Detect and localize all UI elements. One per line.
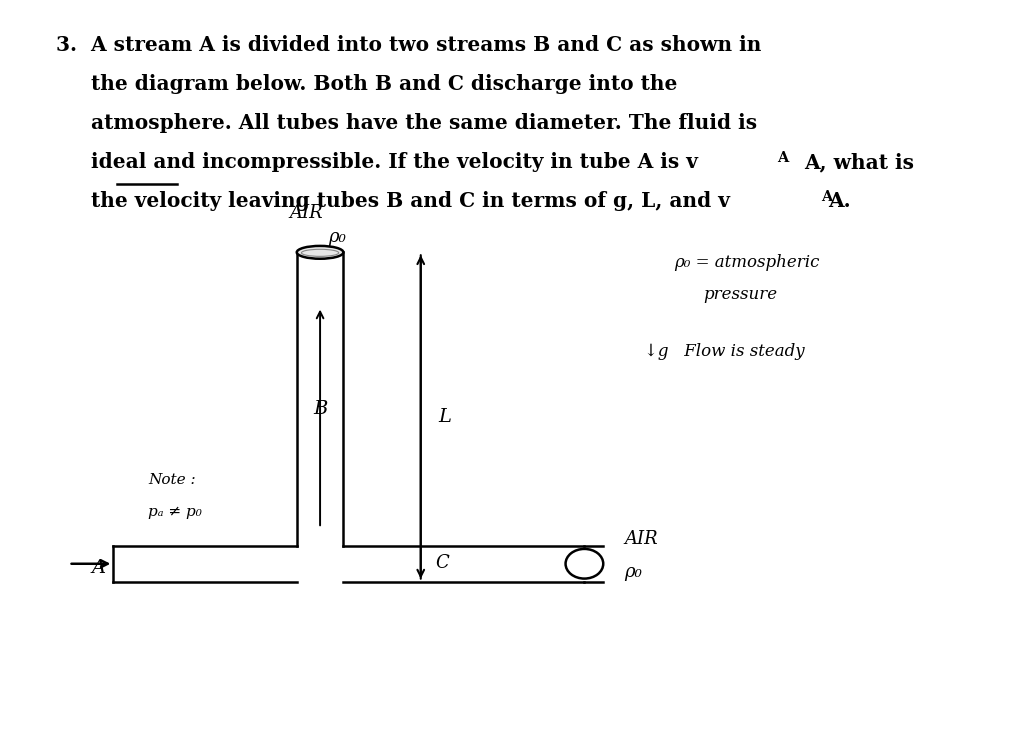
Text: Note :: Note : [148,473,196,486]
Text: AIR: AIR [624,530,657,548]
Text: ρ₀ = atmospheric: ρ₀ = atmospheric [674,254,819,271]
Text: A, what is: A, what is [805,152,914,172]
Ellipse shape [297,246,343,259]
Text: the velocity leaving tubes B and C in terms of g, L, and v: the velocity leaving tubes B and C in te… [55,191,730,211]
Text: 3.  A stream A is divided into two streams B and C as shown in: 3. A stream A is divided into two stream… [55,35,761,54]
Text: atmosphere. All tubes have the same diameter. The fluid is: atmosphere. All tubes have the same diam… [55,113,757,133]
Text: A.: A. [828,191,851,211]
Text: AIR: AIR [290,204,324,222]
Ellipse shape [565,549,603,578]
Text: A: A [777,151,788,165]
Text: C: C [436,553,450,572]
Text: the diagram below. Both B and C discharge into the: the diagram below. Both B and C discharg… [55,74,677,94]
Text: A: A [821,190,833,204]
Text: ρ₀: ρ₀ [329,228,346,247]
Text: L: L [438,408,452,426]
Text: A: A [91,559,105,577]
Text: B: B [313,400,328,418]
Text: pₐ ≠ p₀: pₐ ≠ p₀ [148,506,202,520]
Text: ρ₀: ρ₀ [624,562,642,581]
Text: pressure: pressure [703,286,777,303]
Text: ideal and incompressible. If the velocity in tube A is v: ideal and incompressible. If the velocit… [55,152,697,172]
Text: ↓g   Flow is steady: ↓g Flow is steady [644,343,805,360]
